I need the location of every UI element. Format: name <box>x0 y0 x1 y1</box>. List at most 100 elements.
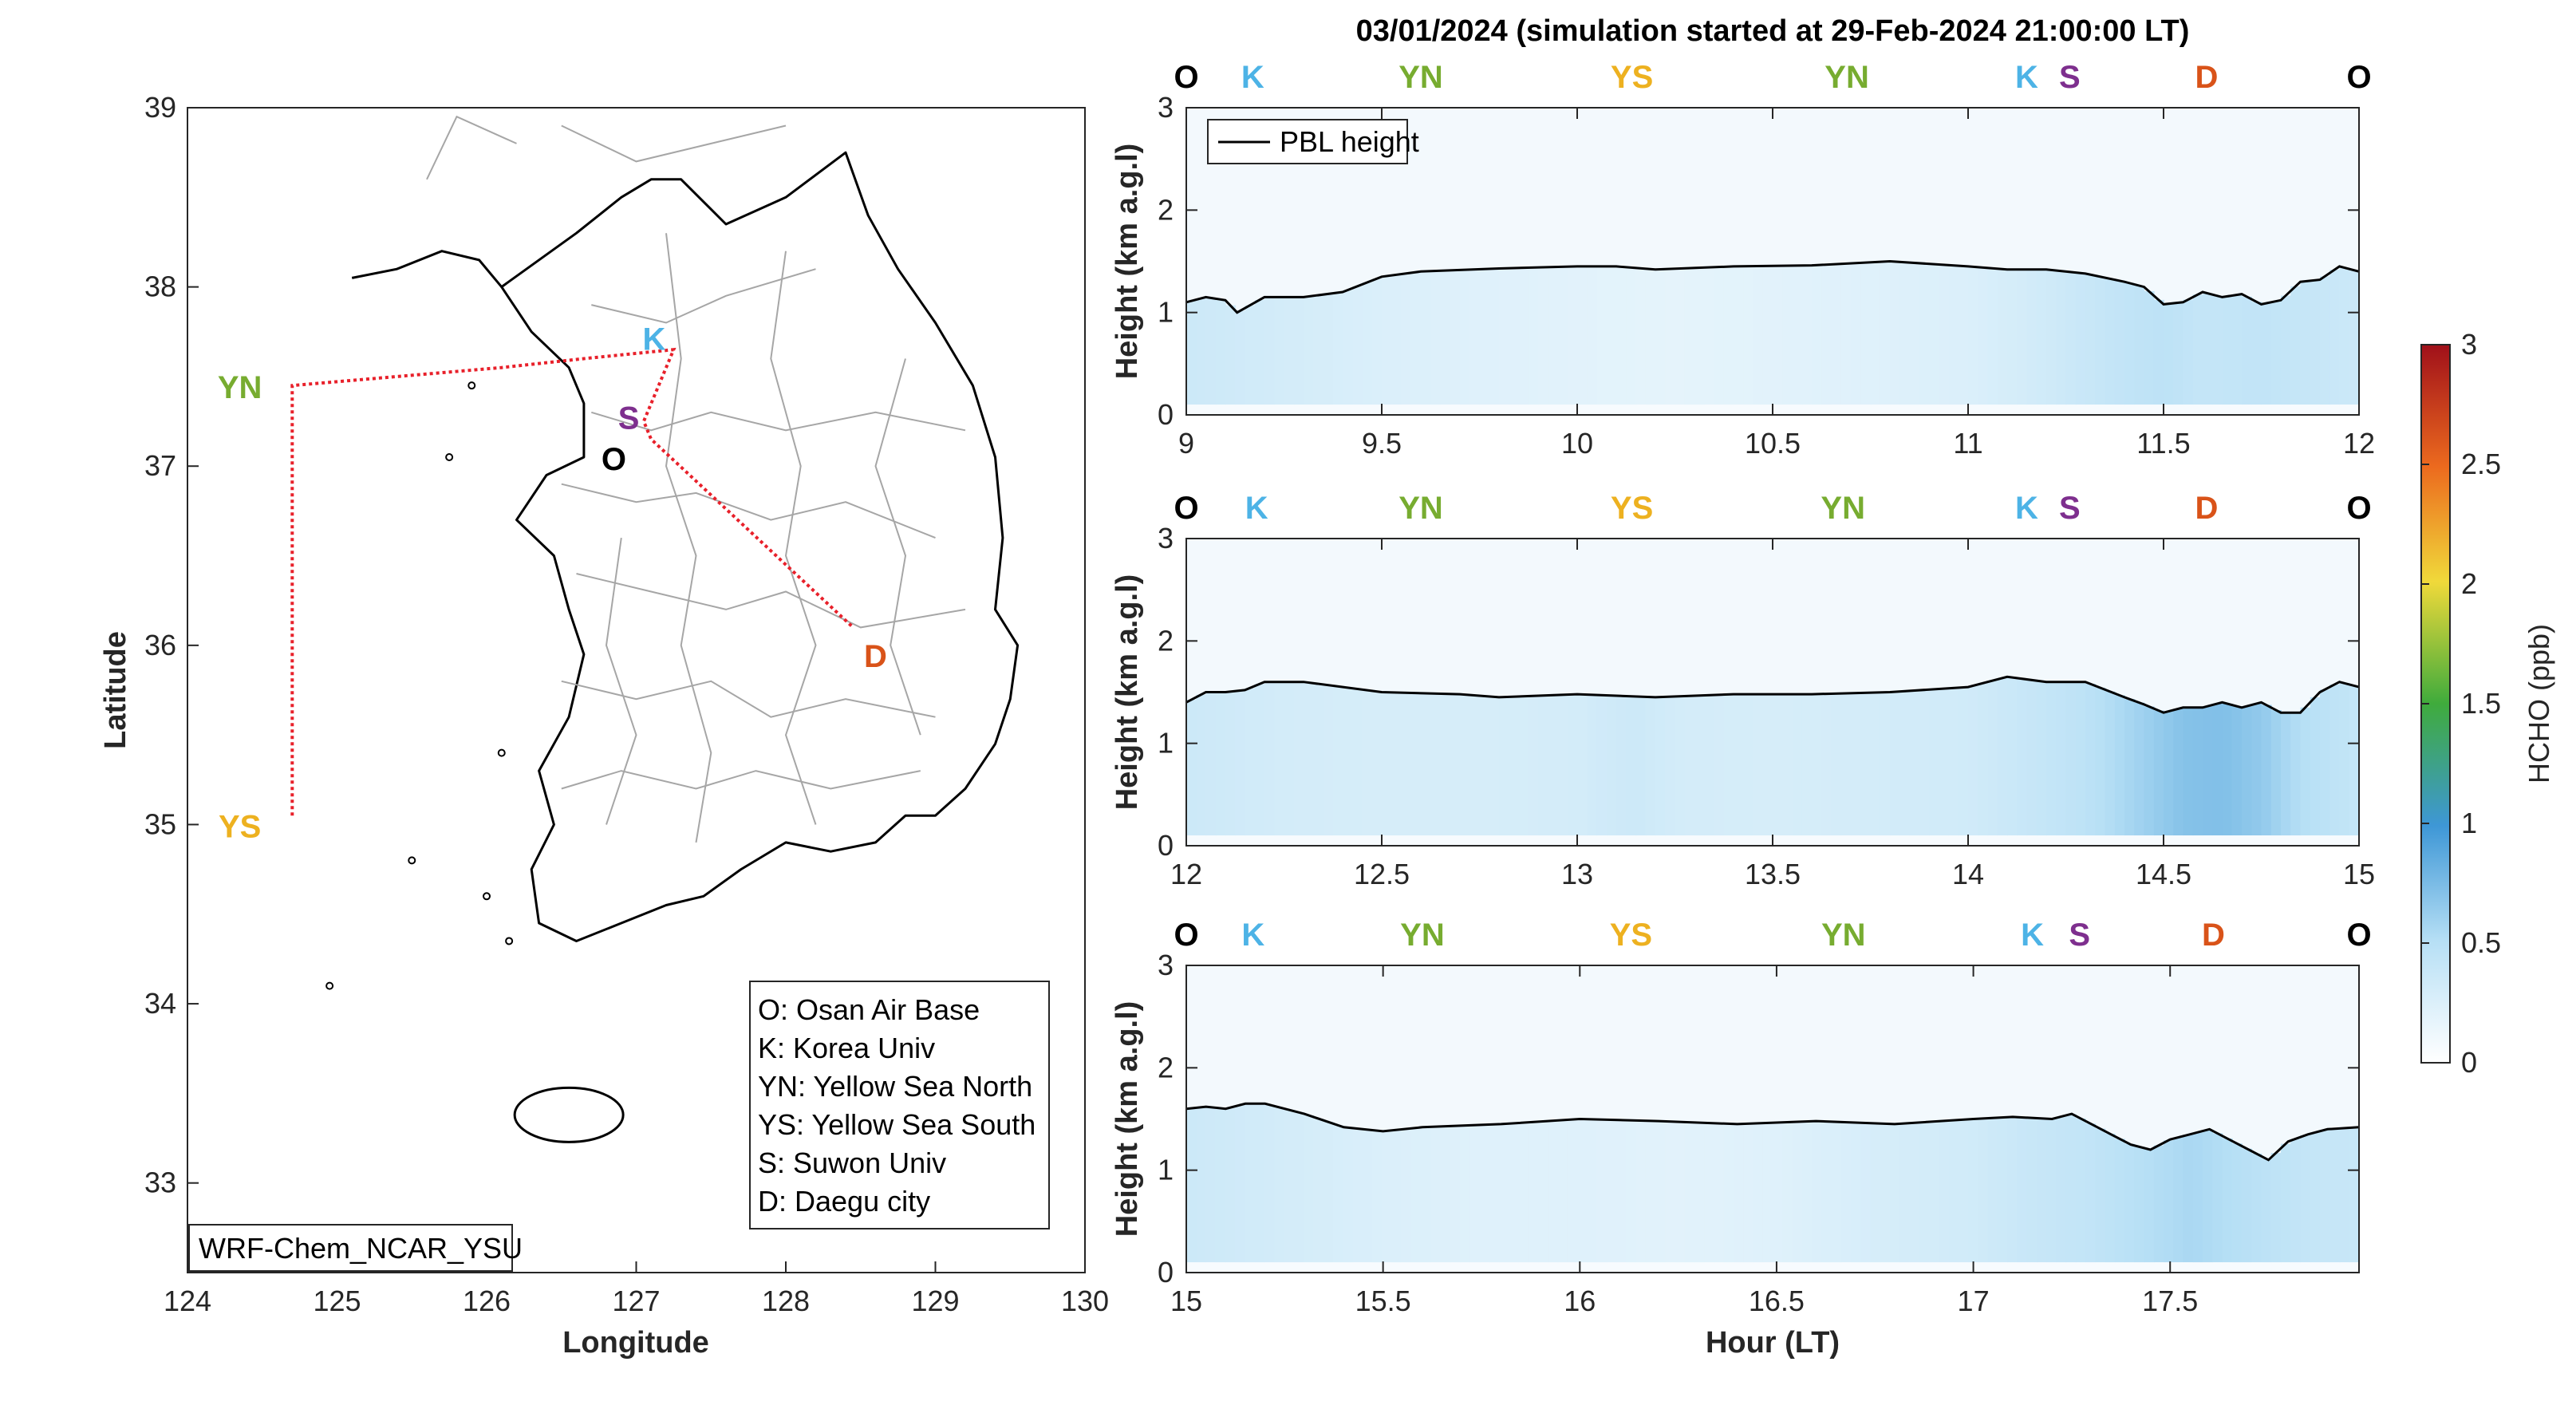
hcho-cell <box>1196 694 1207 836</box>
hcho-cell <box>1743 266 1754 405</box>
hcho-cell <box>1460 694 1471 836</box>
hcho-cell <box>1264 297 1276 405</box>
hcho-cell <box>1743 1123 1754 1263</box>
hcho-cell <box>2085 274 2096 405</box>
hcho-cell <box>1469 695 1481 836</box>
map-x-tick-label: 125 <box>313 1285 361 1317</box>
hcho-cell <box>1840 693 1852 836</box>
hcho-cell <box>1205 298 1217 405</box>
hcho-cell <box>1714 1123 1725 1263</box>
hcho-cell <box>2212 1133 2223 1263</box>
boundary-line <box>561 124 787 163</box>
hcho-cell <box>1753 694 1764 836</box>
hcho-cell <box>1753 1123 1764 1263</box>
hcho-cell <box>2339 1128 2350 1263</box>
hcho-cell <box>1343 290 1354 405</box>
hcho-cell <box>1782 694 1793 836</box>
hcho-cell <box>1410 272 1422 405</box>
x-tick-label: 16.5 <box>1749 1285 1805 1317</box>
map-xlabel: Longitude <box>562 1326 709 1360</box>
hcho-cell <box>1773 694 1784 836</box>
site-label-s: S <box>2059 491 2081 526</box>
hcho-cell <box>1567 1119 1578 1263</box>
hcho-cell <box>1538 267 1549 405</box>
map-site-label-yn: YN <box>218 370 262 405</box>
hcho-cell <box>1284 297 1295 405</box>
hcho-cell <box>1762 1123 1773 1263</box>
x-tick-label: 12 <box>1170 858 1202 890</box>
hcho-cell <box>1870 1123 1881 1263</box>
hcho-cell <box>1762 266 1773 405</box>
colorbar-tick-label: 2 <box>2461 567 2477 600</box>
site-legend: O: Osan Air Base K: Korea Univ YN: Yello… <box>749 981 1050 1229</box>
island <box>408 856 416 865</box>
hcho-cell <box>2242 296 2253 405</box>
hcho-cell <box>1782 266 1793 405</box>
site-label-yn: YN <box>1821 918 1866 953</box>
hcho-cell <box>1665 269 1676 405</box>
hcho-cell <box>1792 694 1803 836</box>
hcho-cell <box>2065 272 2077 405</box>
hcho-cell <box>1450 270 1461 405</box>
hcho-cell <box>1890 692 1900 836</box>
hcho-cell <box>1840 263 1852 405</box>
hcho-cell <box>2231 294 2243 405</box>
hcho-cell <box>1274 297 1285 405</box>
hcho-cell <box>2310 280 2321 405</box>
hcho-cell <box>2046 681 2057 836</box>
hcho-cell <box>1499 268 1509 405</box>
hcho-cell <box>1587 266 1598 405</box>
island <box>505 937 514 945</box>
x-tick-label: 15 <box>2343 858 2375 890</box>
hcho-cell <box>1274 681 1285 836</box>
hcho-cell <box>1186 700 1197 836</box>
hcho-cell <box>1225 691 1237 836</box>
hcho-cell <box>1694 267 1705 405</box>
hcho-cell <box>1909 690 1920 836</box>
model-label-frame <box>188 1224 513 1272</box>
hcho-cell <box>1421 271 1432 405</box>
hcho-cell <box>1714 266 1725 405</box>
hcho-cell <box>1880 692 1891 836</box>
colorbar: 0 0.5 1 1.5 2 2.5 3 HCHO (ppb) <box>2420 328 2555 1079</box>
hcho-cell <box>1626 267 1637 405</box>
site-label-o: O <box>2346 491 2371 526</box>
hcho-cell <box>2007 677 2018 836</box>
colorbar-tick-label: 2.5 <box>2461 448 2501 480</box>
hcho-cell <box>1450 693 1461 836</box>
hcho-cell <box>2056 1116 2067 1263</box>
hcho-cell <box>1489 697 1500 836</box>
hcho-cell <box>2270 710 2282 836</box>
hcho-cell <box>2164 1140 2175 1263</box>
coastline-path <box>500 151 1020 942</box>
x-tick-label: 13.5 <box>1745 858 1801 890</box>
boundary-line <box>605 537 637 825</box>
hcho-cell <box>1469 269 1481 405</box>
hcho-cell <box>1812 265 1823 405</box>
hcho-cell <box>2339 683 2350 836</box>
site-label-ys: YS <box>1611 60 1653 95</box>
hcho-cell <box>1293 297 1304 405</box>
hcho-cell <box>1304 682 1314 836</box>
hcho-cell <box>1684 696 1695 836</box>
hcho-cell <box>1362 690 1373 836</box>
site-legend-item: YS: Yellow Sea South <box>758 1108 1036 1141</box>
hcho-cell <box>2085 684 2096 836</box>
site-label-k: K <box>2021 918 2044 953</box>
hcho-cell <box>1694 1123 1706 1263</box>
hcho-cell <box>1254 299 1265 405</box>
hcho-cell <box>1499 1123 1510 1263</box>
hcho-cell <box>1801 694 1813 836</box>
hcho-cell <box>1939 264 1950 405</box>
hcho-cell <box>1899 1123 1911 1263</box>
hcho-cell <box>2017 269 2028 405</box>
hcho-cell <box>1675 696 1686 836</box>
hcho-cell <box>1880 261 1891 405</box>
hcho-cell <box>1821 693 1832 836</box>
boundary-line <box>874 358 921 736</box>
hcho-cell <box>2290 286 2302 405</box>
hcho-cell <box>1645 1120 1656 1263</box>
hcho-cell <box>1880 1123 1891 1263</box>
hcho-cell <box>2173 302 2184 405</box>
y-axis-label: Height (km a.g.l) <box>1110 1001 1144 1237</box>
